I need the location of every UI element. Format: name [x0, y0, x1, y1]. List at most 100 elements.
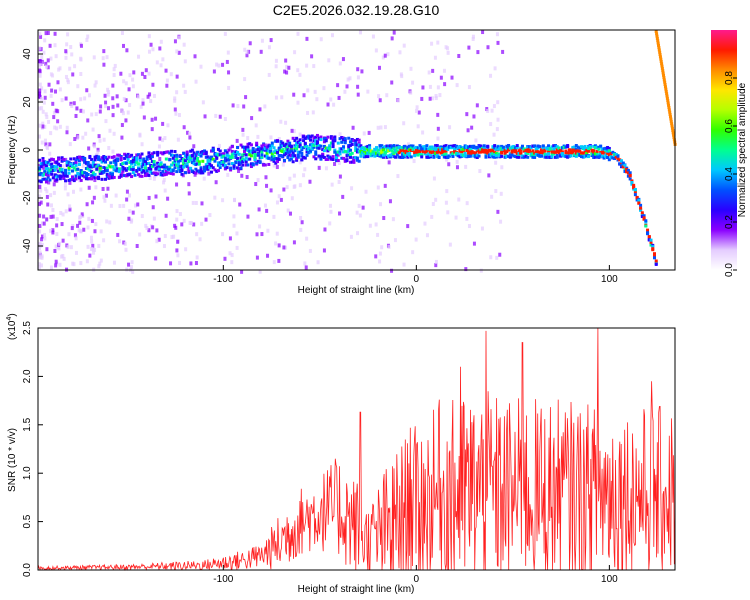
spectrogram-noise-cell — [444, 45, 448, 50]
spectrogram-ridge-cell — [65, 161, 69, 165]
spectrogram-ridge-cell — [639, 206, 643, 210]
spectrogram-ridge-cell — [491, 148, 495, 152]
spectrogram-ridge-cell — [170, 171, 174, 175]
spectrogram-noise-cell — [433, 55, 437, 60]
spectrogram-ridge-cell — [102, 165, 106, 169]
spectrogram-noise-cell — [378, 98, 382, 103]
spectrogram-ridge-cell — [100, 171, 104, 175]
spectrogram-noise-cell — [58, 262, 62, 267]
spectrogram-ridge-cell — [213, 159, 217, 163]
spectrogram-ridge-cell — [281, 141, 285, 145]
spectrogram-ridge-cell — [166, 165, 170, 169]
spectrogram-noise-cell — [415, 108, 419, 113]
spectrogram-ridge-cell — [474, 151, 478, 155]
spectrogram-ridge-cell — [185, 152, 189, 156]
spectrogram-ridge-cell — [425, 155, 429, 159]
spectrogram-ridge-cell — [67, 171, 71, 175]
spectrogram-noise-cell — [66, 192, 70, 197]
spectrogram-noise-cell — [69, 45, 73, 50]
spectrogram-ridge-cell — [406, 150, 410, 154]
spectrogram-ridge-cell — [423, 145, 427, 149]
spectrogram-ridge-cell — [444, 147, 448, 151]
spectrogram-ridge-cell — [279, 143, 283, 147]
spectrogram-noise-cell — [421, 85, 425, 90]
spectrogram-ridge-cell — [625, 167, 629, 171]
spectrogram-noise-cell — [436, 85, 440, 90]
spectrogram-ridge-cell — [288, 153, 292, 157]
spectrogram-ridge-cell — [545, 147, 549, 151]
spectrogram-noise-cell — [62, 256, 66, 261]
spectrogram-ridge-cell — [595, 155, 599, 159]
spectrogram-ridge-cell — [69, 162, 73, 166]
spectrogram-noise-cell — [115, 94, 119, 99]
spectrogram-noise-cell — [41, 121, 45, 126]
spectrogram-noise-cell — [374, 48, 378, 53]
spectrogram-alias-cell — [664, 87, 668, 91]
spectrogram-ridge-cell — [574, 147, 578, 151]
spectrogram-ridge-cell — [414, 148, 418, 152]
spectrogram-noise-cell — [104, 119, 108, 124]
spectrogram-ridge-cell — [621, 165, 625, 169]
spectrogram-noise-cell — [114, 193, 118, 198]
spectrogram-ridge-cell — [53, 168, 57, 172]
spectrogram-noise-cell — [500, 165, 504, 170]
spectrogram-ridge-cell — [100, 177, 104, 181]
spectrogram-ridge-cell — [53, 173, 57, 177]
spectrogram-noise-cell — [131, 269, 135, 274]
spectrogram-noise-cell — [281, 162, 285, 167]
spectrogram-ridge-cell — [390, 145, 394, 149]
spectrogram-ridge-cell — [576, 149, 580, 153]
spectrogram-ridge-cell — [187, 156, 191, 160]
spectrogram-ridge-cell — [147, 161, 151, 165]
spectrogram-ridge-cell — [223, 149, 227, 153]
spectrogram-noise-cell — [368, 223, 372, 228]
spectrogram-ridge-cell — [166, 167, 170, 171]
spectrogram-noise-cell — [65, 125, 69, 130]
spectrogram-ridge-cell — [72, 166, 76, 170]
spectrogram-ridge-cell — [472, 153, 476, 157]
spectrogram-noise-cell — [490, 108, 494, 113]
spectrogram-noise-cell — [428, 96, 432, 101]
spectrogram-ridge-cell — [585, 151, 589, 155]
spectrogram-ridge-cell — [350, 151, 354, 155]
spectrogram-ridge-cell — [48, 169, 52, 173]
spectrogram-ridge-cell — [387, 147, 391, 151]
spectrogram-noise-cell — [38, 265, 42, 270]
spectrogram-noise-cell — [379, 125, 383, 130]
spectrogram-ridge-cell — [209, 164, 213, 168]
spectrogram-ridge-cell — [557, 149, 561, 153]
spectrogram-ridge-cell — [222, 152, 226, 156]
spectrogram-ridge-cell — [461, 147, 465, 151]
spectrogram-noise-cell — [79, 108, 83, 113]
spectrogram-ridge-cell — [300, 154, 304, 158]
spectrogram-ridge-cell — [116, 169, 120, 173]
spectrogram-ridge-cell — [145, 162, 149, 166]
spectrogram-noise-cell — [489, 122, 493, 127]
spectrogram-ridge-cell — [599, 144, 603, 148]
spectrogram-ridge-cell — [216, 163, 220, 167]
spectrogram-noise-cell — [79, 229, 83, 234]
spectrogram-noise-cell — [148, 176, 152, 181]
spectrogram-noise-cell — [193, 54, 197, 59]
spectrogram-ridge-cell — [57, 169, 61, 173]
spectrogram-ridge-cell — [307, 134, 311, 138]
spectrogram-alias-cell — [670, 126, 674, 130]
spectrogram-ridge-cell — [105, 175, 109, 179]
spectrogram-noise-cell — [140, 71, 144, 76]
spectrogram-noise-cell — [70, 103, 74, 108]
spectrogram-ridge-cell — [57, 157, 61, 161]
spectrogram-noise-cell — [259, 49, 263, 54]
spectrogram-noise-cell — [43, 232, 47, 237]
spectrogram-ridge-cell — [590, 154, 594, 158]
spectrogram-noise-cell — [436, 136, 440, 141]
spectrogram-ridge-cell — [253, 157, 257, 161]
spectrogram-noise-cell — [376, 125, 380, 130]
spectrogram-ridge-cell — [124, 154, 128, 158]
spectrogram-ridge-cell — [48, 178, 52, 182]
spectrogram-ridge-cell — [289, 144, 293, 148]
spectrogram-noise-cell — [113, 63, 117, 68]
spectrogram-ridge-cell — [644, 219, 648, 223]
spectrogram-noise-cell — [155, 228, 159, 233]
spectrogram-alias-cell — [670, 122, 674, 126]
